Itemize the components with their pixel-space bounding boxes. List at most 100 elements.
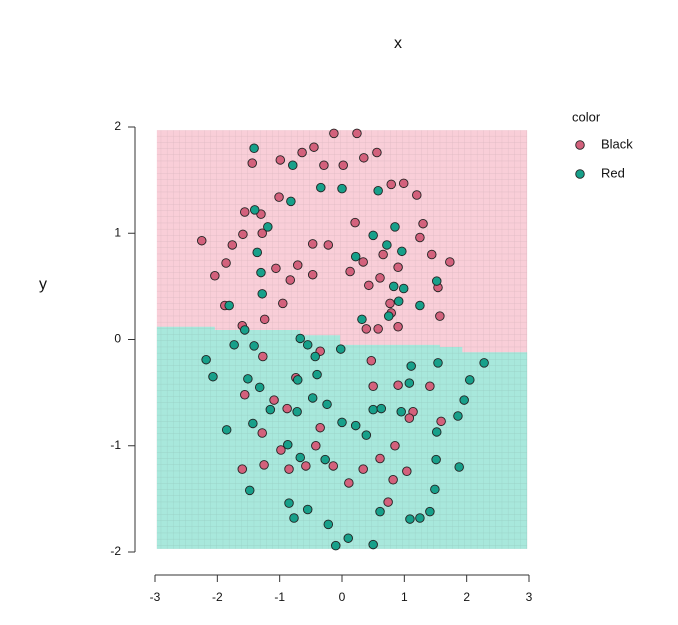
point: [344, 478, 354, 488]
region-mesh: [156, 130, 528, 549]
x-tick-label: 0: [339, 590, 346, 604]
point: [402, 466, 412, 477]
point: [378, 249, 388, 260]
point: [312, 369, 322, 380]
point: [479, 358, 489, 368]
point: [433, 358, 443, 368]
point: [430, 484, 440, 495]
legend-label: Black: [601, 136, 633, 151]
point: [350, 420, 361, 431]
point: [319, 160, 329, 170]
point: [307, 239, 318, 249]
point: [382, 240, 392, 250]
point: [329, 128, 339, 139]
point: [302, 340, 313, 350]
point: [316, 182, 326, 193]
point: [244, 485, 255, 496]
point: [257, 228, 267, 238]
point: [271, 263, 281, 274]
point: [388, 475, 398, 485]
point: [375, 273, 385, 283]
point: [269, 395, 279, 405]
x-tick-label: -1: [274, 590, 285, 604]
point: [285, 275, 296, 285]
x-tick-label: -3: [150, 590, 161, 604]
legend-marker: [575, 140, 585, 150]
point: [252, 247, 262, 258]
point: [393, 380, 403, 390]
point: [315, 422, 325, 433]
point: [418, 218, 428, 229]
point: [284, 498, 294, 508]
point: [364, 280, 374, 291]
point: [376, 403, 387, 414]
point: [373, 185, 383, 196]
point: [393, 296, 404, 307]
point: [284, 464, 294, 474]
point: [393, 262, 403, 273]
point: [431, 454, 441, 465]
point: [282, 403, 292, 414]
point: [292, 407, 302, 417]
point: [240, 207, 250, 217]
point: [238, 229, 248, 240]
point: [393, 322, 403, 332]
point: [415, 232, 425, 243]
point: [454, 462, 464, 472]
point: [240, 325, 250, 335]
point: [431, 427, 442, 437]
point: [427, 249, 437, 260]
point: [274, 192, 284, 202]
point: [357, 314, 367, 325]
point: [307, 269, 318, 280]
point: [375, 453, 385, 464]
y-tick-label: -2: [110, 544, 121, 558]
point: [196, 235, 207, 246]
point: [263, 222, 273, 232]
point: [361, 324, 372, 334]
x-tick-label: 2: [463, 590, 470, 604]
point: [283, 439, 293, 450]
point: [368, 230, 378, 241]
point: [288, 160, 298, 170]
point: [331, 540, 341, 551]
point: [350, 251, 361, 262]
point: [404, 413, 415, 423]
point: [295, 333, 305, 344]
point: [276, 445, 286, 455]
point: [311, 441, 321, 451]
point: [398, 178, 409, 189]
point: [323, 519, 334, 530]
point: [254, 382, 265, 393]
point: [289, 513, 299, 523]
point: [256, 267, 266, 278]
point: [425, 381, 435, 392]
point: [352, 128, 362, 139]
point: [385, 298, 395, 309]
point: [292, 375, 303, 385]
point: [337, 417, 347, 428]
point: [221, 425, 232, 435]
point: [368, 404, 378, 415]
point: [259, 460, 269, 470]
point: [435, 311, 445, 321]
point: [398, 283, 409, 294]
point: [320, 454, 330, 465]
legend-title: color: [572, 109, 601, 124]
point: [292, 260, 303, 270]
point: [243, 374, 253, 384]
legend-marker: [575, 169, 585, 179]
point: [307, 393, 318, 403]
point: [359, 153, 369, 163]
point: [278, 298, 288, 309]
y-tick-label: 0: [114, 332, 121, 346]
point: [415, 300, 425, 311]
point: [431, 276, 442, 286]
point: [343, 533, 353, 543]
x-tick-label: 3: [526, 590, 533, 604]
point: [396, 407, 406, 417]
x-tick-label: -2: [212, 590, 223, 604]
point: [338, 160, 348, 170]
point: [412, 190, 422, 200]
